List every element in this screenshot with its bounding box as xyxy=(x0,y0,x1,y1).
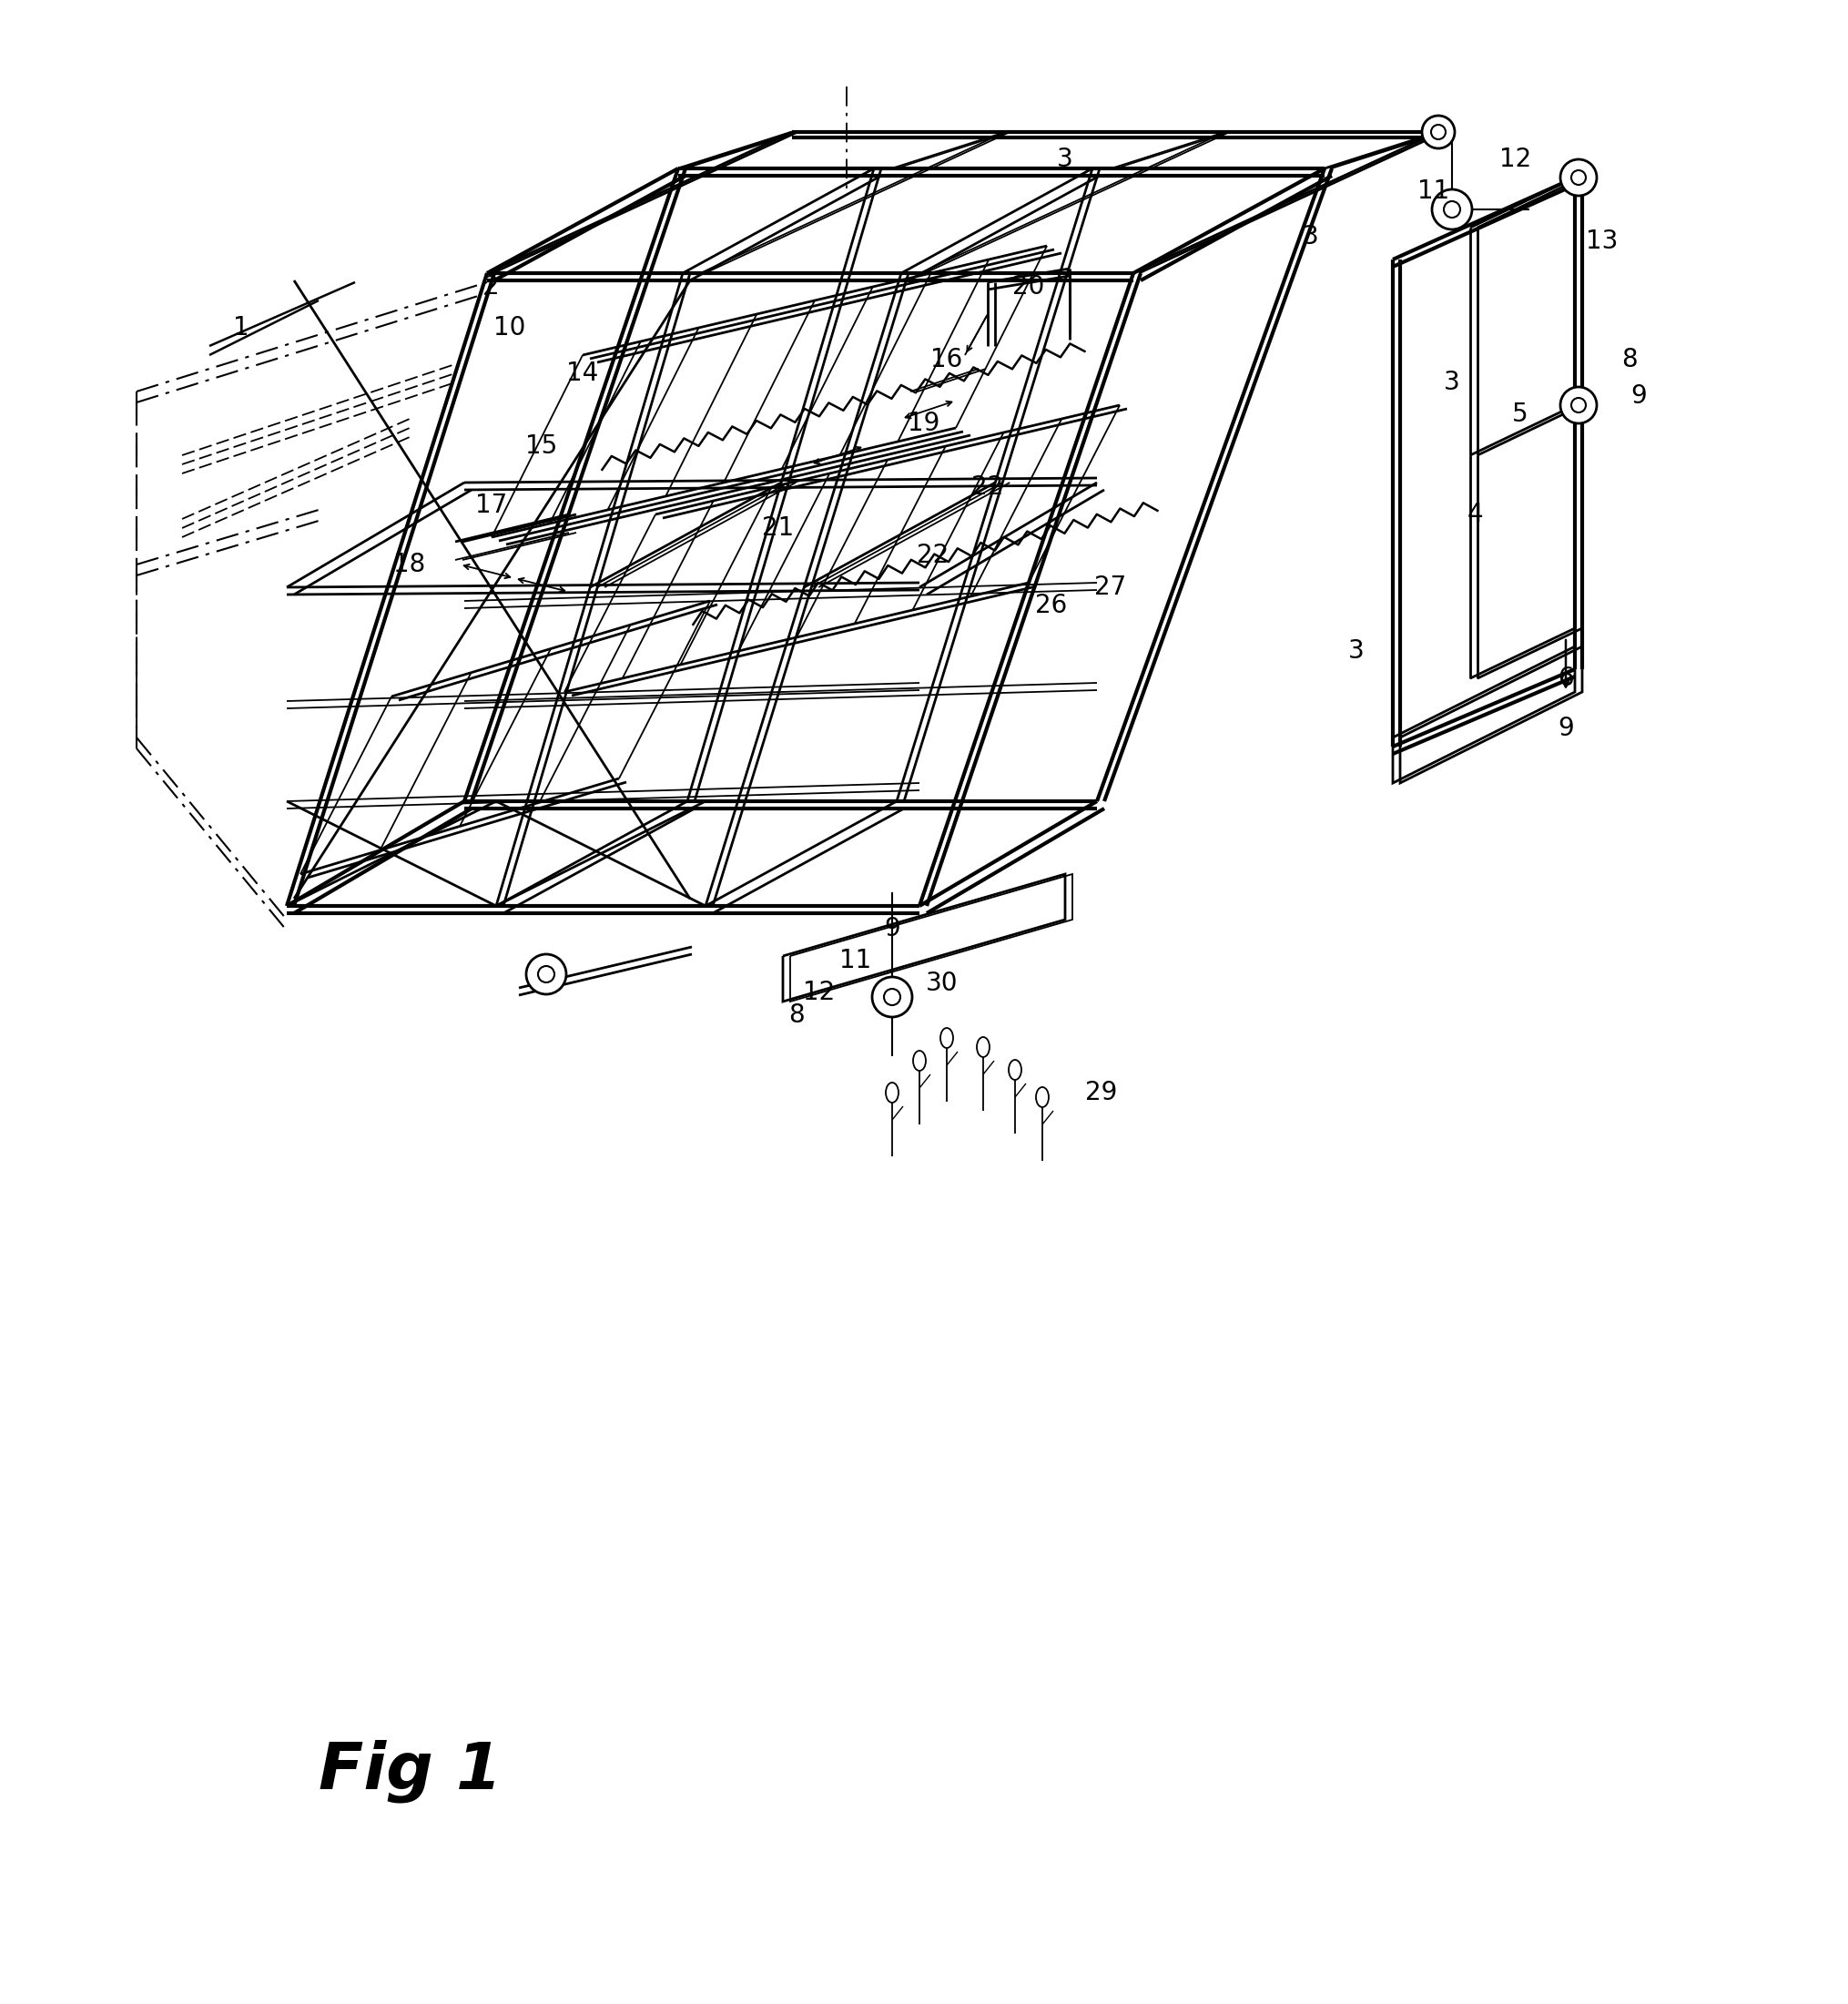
Text: 26: 26 xyxy=(1035,593,1066,617)
Circle shape xyxy=(1571,399,1586,413)
Text: 4: 4 xyxy=(1465,501,1482,527)
Ellipse shape xyxy=(913,1050,926,1070)
Ellipse shape xyxy=(1009,1060,1020,1080)
Text: 12: 12 xyxy=(802,980,835,1006)
Ellipse shape xyxy=(941,1028,954,1048)
Text: 5: 5 xyxy=(1512,401,1528,427)
Circle shape xyxy=(1430,124,1445,140)
Circle shape xyxy=(538,966,554,982)
Text: 11: 11 xyxy=(1417,178,1449,204)
Text: 30: 30 xyxy=(926,970,957,996)
Text: 21: 21 xyxy=(761,515,795,541)
Circle shape xyxy=(872,978,911,1016)
Text: 15: 15 xyxy=(525,433,558,459)
Text: 13: 13 xyxy=(1586,228,1617,255)
Text: Fig 1: Fig 1 xyxy=(318,1739,501,1804)
Text: 2: 2 xyxy=(484,275,499,299)
Ellipse shape xyxy=(885,1082,898,1102)
Text: 8: 8 xyxy=(787,1002,804,1028)
Text: 9: 9 xyxy=(883,916,900,942)
Text: 3: 3 xyxy=(1303,224,1318,248)
Circle shape xyxy=(1560,160,1597,196)
Circle shape xyxy=(1571,170,1586,184)
Circle shape xyxy=(1421,116,1454,148)
Text: 9: 9 xyxy=(1630,383,1647,409)
Circle shape xyxy=(883,988,900,1006)
Text: 11: 11 xyxy=(839,948,872,974)
Text: 1: 1 xyxy=(233,315,249,341)
Text: 8: 8 xyxy=(1621,347,1637,373)
Ellipse shape xyxy=(976,1036,989,1056)
Circle shape xyxy=(527,954,565,994)
Text: 19: 19 xyxy=(907,411,939,437)
Circle shape xyxy=(1560,387,1597,423)
Text: 17: 17 xyxy=(475,493,508,519)
Text: 22: 22 xyxy=(917,543,948,569)
Text: 29: 29 xyxy=(1085,1080,1116,1106)
Text: 14: 14 xyxy=(565,361,599,387)
Text: 27: 27 xyxy=(1094,575,1125,599)
Text: 6: 6 xyxy=(1558,665,1573,691)
Text: 10: 10 xyxy=(493,315,525,341)
Text: 3: 3 xyxy=(1057,146,1072,172)
Text: 9: 9 xyxy=(1558,715,1573,741)
Text: 3: 3 xyxy=(1443,369,1460,395)
Text: 18: 18 xyxy=(394,551,425,577)
Text: 3: 3 xyxy=(1347,637,1364,663)
Text: 12: 12 xyxy=(1499,146,1530,172)
Text: 22: 22 xyxy=(972,475,1003,499)
Text: 16: 16 xyxy=(930,347,963,373)
Text: 20: 20 xyxy=(1013,275,1044,299)
Circle shape xyxy=(1430,190,1471,228)
Circle shape xyxy=(1443,200,1460,218)
Ellipse shape xyxy=(1035,1086,1048,1106)
